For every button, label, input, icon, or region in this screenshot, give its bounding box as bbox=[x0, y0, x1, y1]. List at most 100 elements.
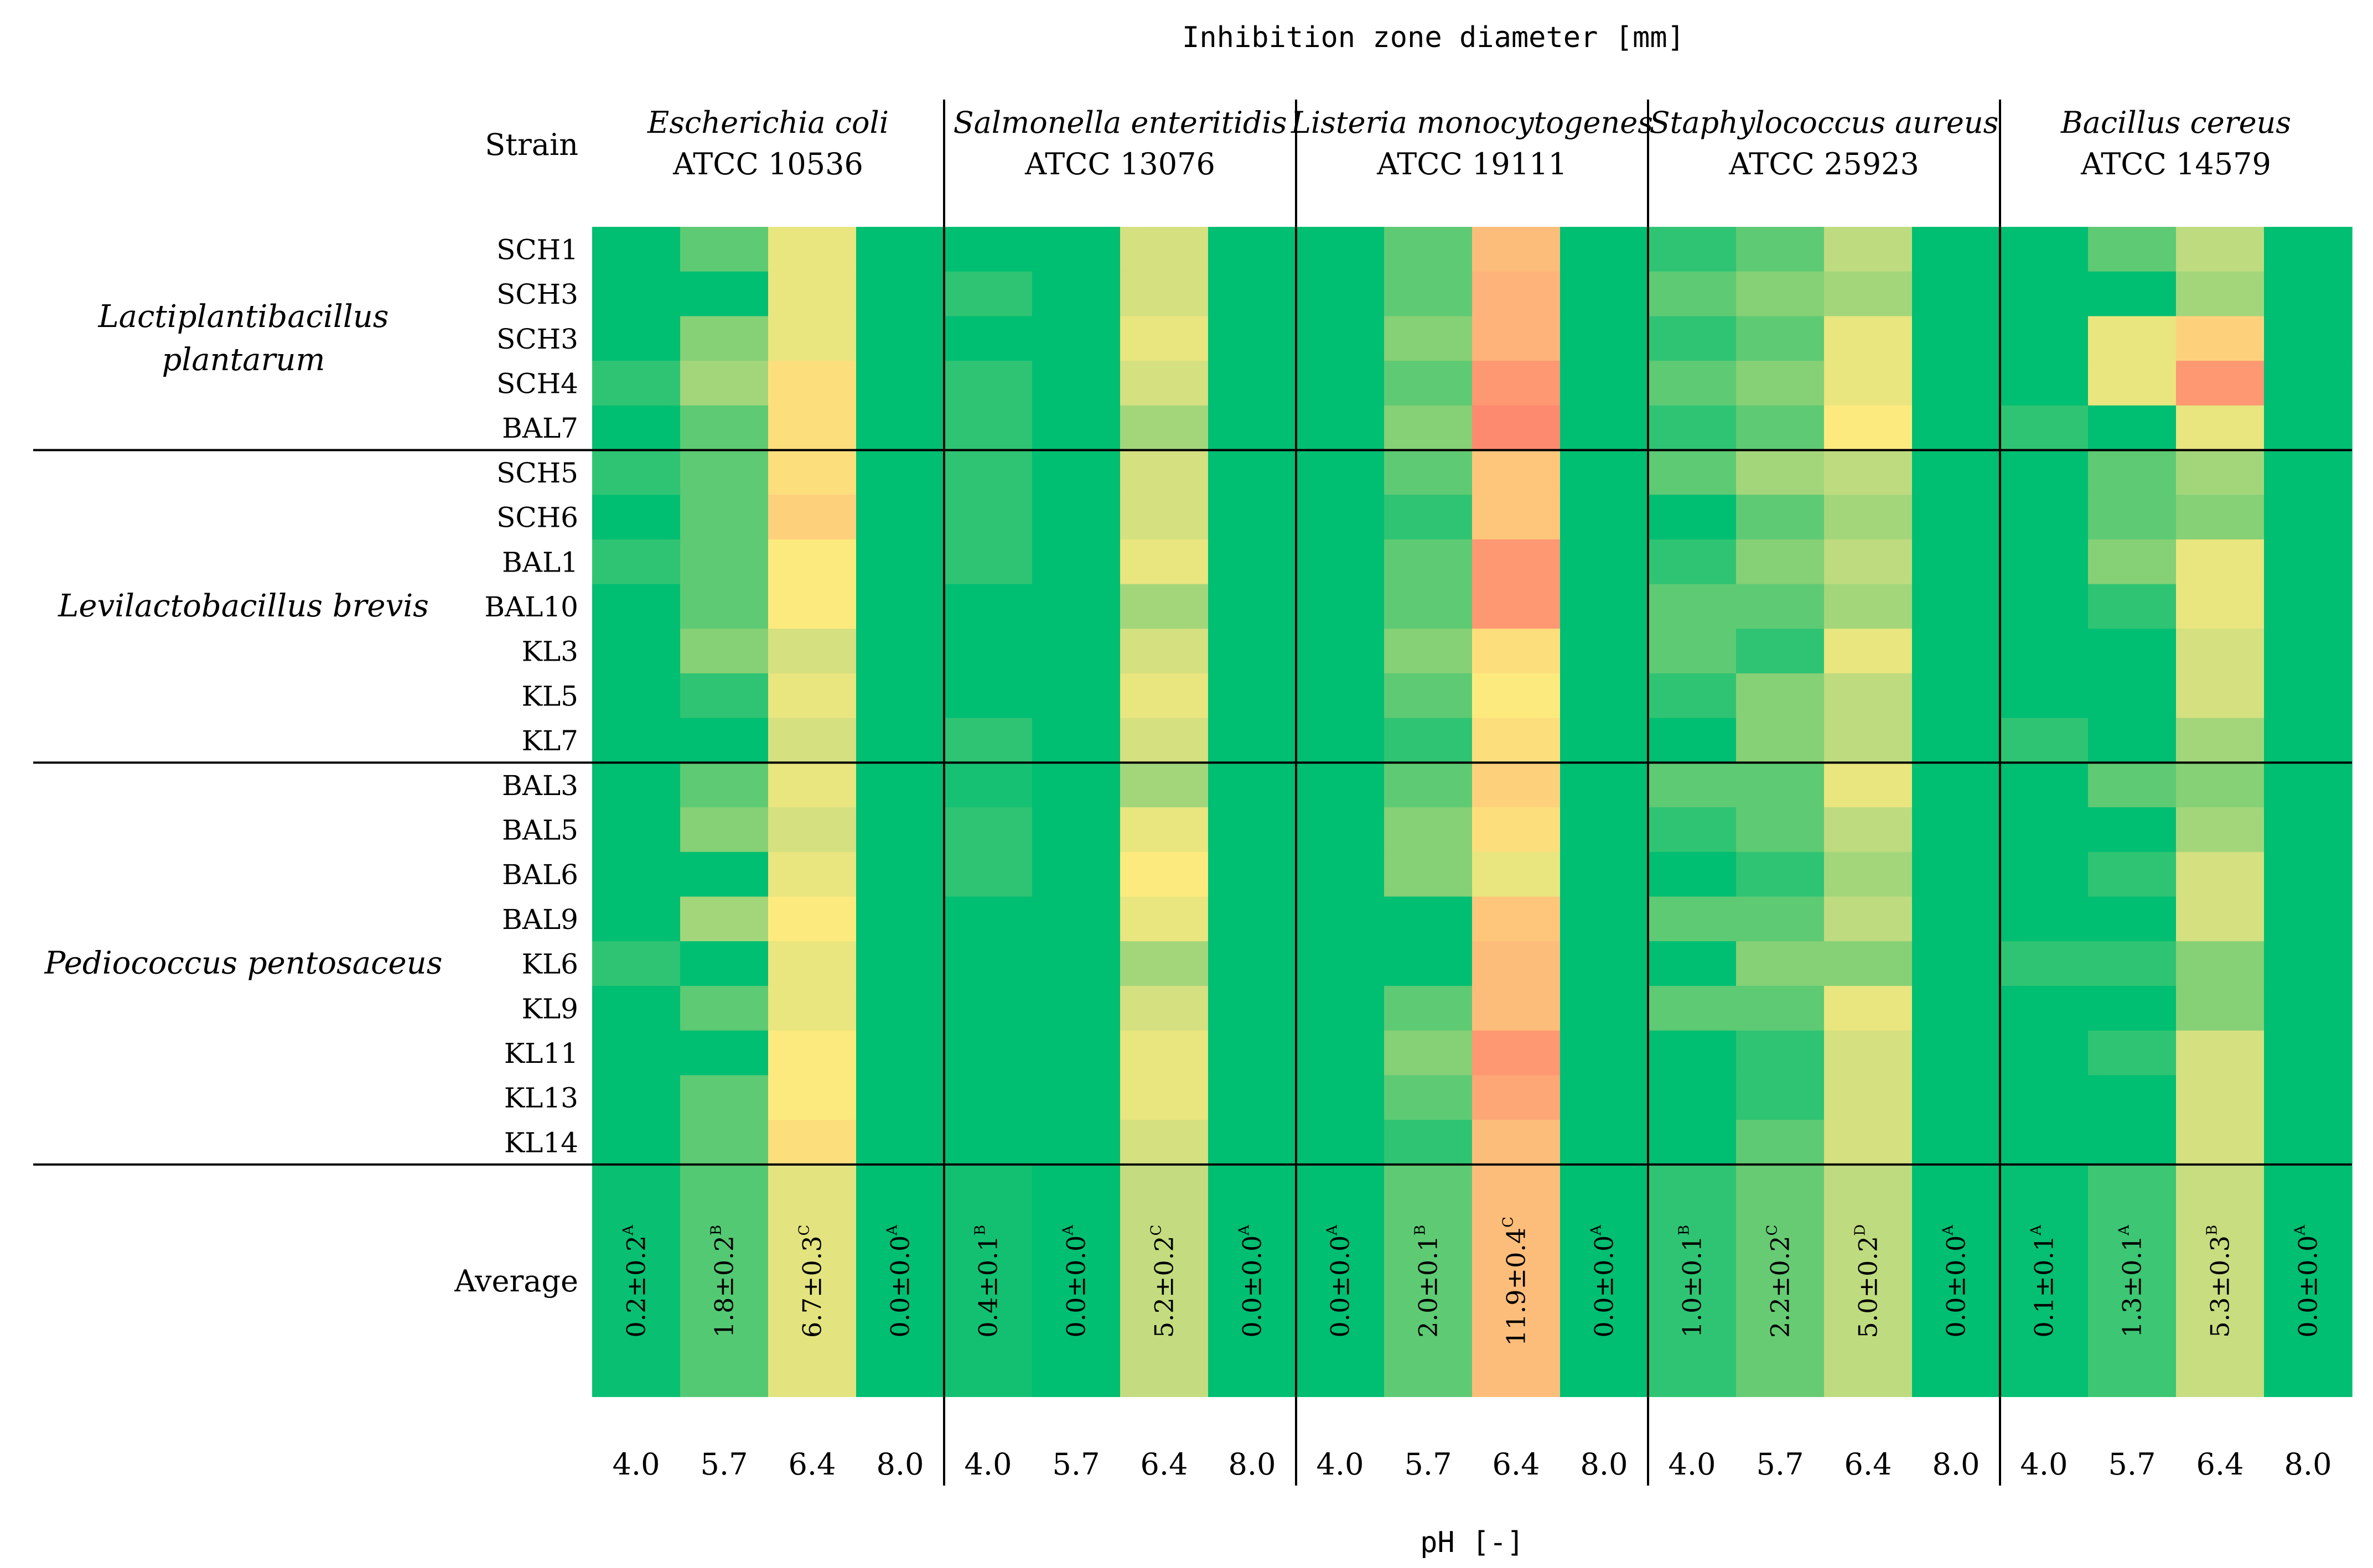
heatmap-cell bbox=[680, 762, 769, 808]
heatmap-cell bbox=[1912, 762, 2001, 808]
heatmap-cell bbox=[1384, 718, 1473, 764]
heatmap-cell bbox=[1296, 361, 1385, 406]
significance-letter: B bbox=[1412, 1225, 1429, 1235]
heatmap-cell bbox=[1208, 896, 1297, 942]
heatmap-cell bbox=[1296, 985, 1385, 1031]
average-value-label: 0.0±0.0A bbox=[2292, 1224, 2323, 1338]
heatmap-cell bbox=[1912, 629, 2001, 674]
average-row-label: Average bbox=[454, 1264, 578, 1299]
ph-tick-label: 5.7 bbox=[1405, 1447, 1452, 1482]
average-cell bbox=[2176, 1165, 2265, 1397]
heatmap-cell bbox=[2264, 495, 2353, 540]
heatmap-cell bbox=[1296, 1075, 1385, 1120]
heatmap-cell bbox=[2000, 584, 2089, 630]
heatmap-cell bbox=[1032, 718, 1121, 764]
heatmap-cell bbox=[680, 539, 769, 585]
heatmap-cell bbox=[2176, 405, 2265, 451]
heatmap-cell bbox=[1648, 896, 1737, 942]
heatmap-cell bbox=[1208, 539, 1297, 585]
heatmap-cell bbox=[768, 539, 857, 585]
heatmap-cell bbox=[1560, 271, 1649, 317]
heatmap-cell bbox=[1120, 539, 1209, 585]
heatmap-cell bbox=[1384, 629, 1473, 674]
significance-letter: B bbox=[972, 1225, 989, 1235]
average-value-label: 0.4±0.1B bbox=[972, 1225, 1003, 1338]
heatmap-cell bbox=[2176, 718, 2265, 764]
heatmap-cell bbox=[1736, 807, 1825, 853]
heatmap-cell bbox=[1032, 539, 1121, 585]
strain-label: SCH6 bbox=[496, 502, 578, 534]
heatmap-cell bbox=[1120, 718, 1209, 764]
heatmap-cell bbox=[1296, 584, 1385, 630]
heatmap-cell bbox=[592, 584, 681, 630]
heatmap-cell bbox=[1560, 807, 1649, 853]
heatmap-cell bbox=[1032, 316, 1121, 361]
heatmap-cell bbox=[1560, 227, 1649, 272]
heatmap-cell bbox=[1208, 495, 1297, 540]
heatmap-cell bbox=[1824, 941, 1913, 987]
heatmap-cell bbox=[1120, 316, 1209, 361]
pathogen-species-label: Listeria monocytogenes bbox=[1291, 105, 1653, 140]
heatmap-cell bbox=[768, 1075, 857, 1120]
heatmap-cell bbox=[2264, 941, 2353, 987]
heatmap-cell bbox=[1472, 271, 1561, 317]
heatmap-cell bbox=[1384, 762, 1473, 808]
heatmap-cell bbox=[1560, 361, 1649, 406]
heatmap-cell bbox=[768, 985, 857, 1031]
heatmap-cell bbox=[1472, 450, 1561, 495]
heatmap-cell bbox=[1208, 985, 1297, 1031]
heatmap-cell bbox=[2000, 762, 2089, 808]
heatmap-cell bbox=[1912, 807, 2001, 853]
heatmap-cell bbox=[1296, 896, 1385, 942]
heatmap-cell bbox=[1736, 718, 1825, 764]
heatmap-cell bbox=[1824, 629, 1913, 674]
heatmap-cell bbox=[1736, 227, 1825, 272]
ph-tick-label: 5.7 bbox=[1757, 1447, 1804, 1482]
significance-letter: B bbox=[1676, 1225, 1693, 1235]
heatmap-cell bbox=[1560, 405, 1649, 451]
heatmap-cell bbox=[2088, 807, 2177, 853]
significance-letter: A bbox=[2116, 1224, 2133, 1236]
heatmap-cell bbox=[1296, 718, 1385, 764]
heatmap-cell bbox=[1560, 718, 1649, 764]
heatmap-cell bbox=[1472, 985, 1561, 1031]
heatmap-cell bbox=[1120, 985, 1209, 1031]
heatmap-cell bbox=[1824, 450, 1913, 495]
heatmap-cell bbox=[592, 316, 681, 361]
heatmap-cell bbox=[1384, 405, 1473, 451]
heatmap-cell bbox=[1648, 495, 1737, 540]
heatmap-cell bbox=[944, 629, 1033, 674]
heatmap-cell bbox=[1560, 495, 1649, 540]
heatmap-cell bbox=[1472, 718, 1561, 764]
heatmap-cell bbox=[856, 271, 945, 317]
heatmap-cell bbox=[1032, 584, 1121, 630]
heatmap-cell bbox=[2264, 450, 2353, 495]
heatmap-cell bbox=[1824, 673, 1913, 719]
heatmap-cell bbox=[1472, 941, 1561, 987]
heatmap-cell bbox=[1648, 762, 1737, 808]
heatmap-cell bbox=[1120, 852, 1209, 897]
heatmap-cell bbox=[1296, 941, 1385, 987]
ph-tick-label: 6.4 bbox=[789, 1447, 836, 1482]
heatmap-cell bbox=[1560, 584, 1649, 630]
heatmap-cell bbox=[2088, 1120, 2177, 1165]
chart-title: Inhibition zone diameter [mm] bbox=[1182, 21, 1685, 54]
heatmap-cell bbox=[856, 539, 945, 585]
heatmap-cell bbox=[592, 1030, 681, 1076]
heatmap-cell bbox=[1384, 673, 1473, 719]
heatmap-cell bbox=[1560, 539, 1649, 585]
heatmap-cell bbox=[1032, 807, 1121, 853]
average-cell bbox=[1032, 1165, 1121, 1397]
heatmap-cell bbox=[2176, 762, 2265, 808]
heatmap-cell bbox=[2176, 941, 2265, 987]
heatmap-cell bbox=[768, 629, 857, 674]
strain-label: BAL3 bbox=[502, 770, 578, 802]
heatmap-cell bbox=[2176, 1120, 2265, 1165]
heatmap-cell bbox=[1384, 941, 1473, 987]
heatmap-cell bbox=[1648, 1075, 1737, 1120]
heatmap-cell bbox=[944, 271, 1033, 317]
strain-label: KL9 bbox=[522, 993, 578, 1025]
heatmap-cell bbox=[2088, 316, 2177, 361]
heatmap-cell bbox=[592, 807, 681, 853]
